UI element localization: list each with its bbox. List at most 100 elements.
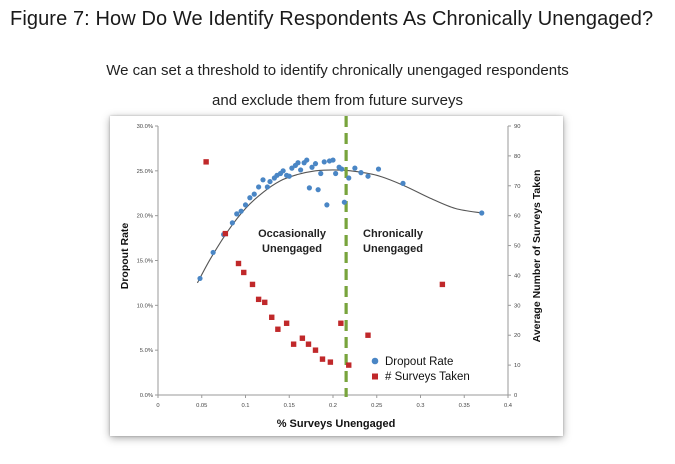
dropout-rate-point: [260, 177, 266, 183]
y-right-tick-label: 80: [514, 154, 520, 160]
dropout-rate-point: [306, 185, 312, 191]
x-tick-label: 0.4: [504, 403, 513, 409]
dropout-rate-point: [321, 159, 327, 165]
y-right-tick-label: 70: [514, 184, 520, 190]
y-left-tick-label: 15.0%: [137, 259, 153, 265]
y-right-tick-label: 10: [514, 363, 520, 369]
dropout-rate-point: [280, 168, 286, 174]
dropout-rate-point: [352, 165, 358, 171]
dropout-rate-point: [365, 173, 371, 179]
y-right-tick-label: 40: [514, 273, 520, 279]
surveys-taken-point: [241, 269, 247, 276]
chart-frame: 0 0.05 0.1 0.15 0.2 0.25 0.3 0.35 0.4 0.0% 5.0% 10.…: [110, 116, 563, 436]
y-left-tick-label: 25.0%: [137, 169, 153, 175]
scatter-chart: 0 0.05 0.1 0.15 0.2 0.25 0.3 0.35 0.4 0.0% 5.0% 10.…: [119, 116, 543, 430]
y-left-tick-label: 5.0%: [140, 348, 153, 354]
dropout-rate-point: [286, 173, 292, 179]
y-right-tick-label: 60: [514, 214, 520, 220]
surveys-taken-point: [269, 314, 275, 320]
surveys-taken-point: [338, 320, 344, 326]
surveys-taken-point: [283, 320, 290, 326]
dropout-rate-point: [210, 249, 216, 256]
surveys-taken-point: [312, 347, 319, 353]
x-tick-label: 0.25: [371, 403, 382, 409]
legend: Dropout Rate # Surveys Taken: [371, 356, 470, 383]
x-tick-label: 0: [156, 403, 159, 409]
figure-subtitle-line2: and exclude them from future surveys: [212, 92, 463, 109]
y-left-tick-label: 20.0%: [137, 214, 153, 220]
dropout-rate-point: [309, 164, 315, 170]
y-left-tick-label: 0.0%: [140, 393, 153, 399]
y-axis-label-left: Dropout Rate: [119, 223, 131, 290]
surveys-taken-point: [255, 296, 262, 303]
x-tick-label: 0.2: [329, 403, 337, 409]
legend-label-dropout: Dropout Rate: [385, 356, 453, 368]
dropout-rate-point: [330, 157, 336, 163]
surveys-taken-point: [249, 281, 256, 288]
surveys-taken-point: [346, 362, 352, 368]
annotation-occasionally-line1: Occasionally: [258, 228, 327, 240]
y-right-tick-label: 90: [514, 124, 520, 130]
dropout-rate-point: [229, 220, 235, 226]
x-axis-label: % Surveys Unengaged: [277, 418, 396, 430]
surveys-taken-point: [262, 299, 268, 306]
dropout-rate-point: [375, 166, 382, 172]
surveys-taken-point: [299, 335, 306, 341]
x-tick-label: 0.3: [416, 403, 424, 409]
dropout-rate-point: [247, 195, 253, 201]
x-tick-label: 0.15: [284, 403, 295, 409]
surveys-taken-point: [305, 341, 312, 347]
annotation-occasionally-line2: Unengaged: [262, 243, 322, 255]
figure-title: Figure 7: How Do We Identify Respondents…: [10, 8, 654, 30]
axes: 0 0.05 0.1 0.15 0.2 0.25 0.3 0.35 0.4 0.0% 5.0% 10.…: [137, 124, 521, 409]
y-left-tick-label: 10.0%: [137, 303, 153, 309]
x-tick-label: 0.35: [459, 403, 470, 409]
surveys-taken-point: [290, 341, 297, 347]
y-right-tick-label: 50: [514, 244, 520, 250]
dropout-rate-point: [298, 167, 304, 173]
dropout-rate-point: [197, 275, 203, 282]
dropout-rate-point: [264, 184, 270, 190]
x-tick-label: 0.1: [241, 403, 249, 409]
y-right-tick-label: 30: [514, 303, 520, 309]
x-tick-label: 0.05: [196, 403, 207, 409]
dropout-rate-point: [324, 202, 330, 208]
dropout-rate-point: [251, 191, 257, 197]
surveys-taken-point: [275, 326, 281, 332]
dropout-rate-point: [289, 165, 295, 171]
legend-label-surveys: # Surveys Taken: [385, 371, 470, 383]
dropout-rate-point: [400, 180, 406, 186]
surveys-taken-point: [327, 359, 334, 365]
dropout-rate-point: [333, 170, 339, 177]
legend-marker-dropout: [371, 357, 379, 365]
dropout-rate-point: [234, 211, 240, 217]
dropout-rate-point: [358, 170, 364, 176]
dropout-rate-point: [312, 161, 319, 167]
annotation-chronically-line1: Chronically: [363, 228, 424, 240]
y-axis-label-right: Average Number of Surveys Taken: [531, 170, 543, 343]
surveys-taken-point: [365, 332, 371, 338]
dropout-rate-point: [267, 178, 273, 185]
dropout-rate-point: [238, 208, 244, 214]
surveys-taken-point: [203, 159, 209, 165]
dropout-rate-point: [256, 184, 262, 190]
dropout-rate-point: [295, 160, 301, 166]
y-right-tick-label: 20: [514, 333, 520, 339]
annotation-chronically-line2: Unengaged: [363, 243, 423, 255]
figure-subtitle-line1: We can set a threshold to identify chron…: [106, 62, 569, 79]
y-left-tick-label: 30.0%: [137, 124, 153, 130]
data-points: [197, 157, 485, 368]
dropout-rate-point: [318, 170, 324, 177]
dropout-rate-point: [339, 166, 345, 172]
dropout-rate-point: [346, 175, 352, 181]
dropout-rate-point: [304, 157, 310, 163]
dropout-rate-point: [315, 187, 321, 193]
surveys-taken-point: [235, 260, 242, 267]
surveys-taken-point: [439, 281, 446, 288]
dropout-rate-point: [242, 202, 249, 208]
legend-marker-surveys: [372, 373, 378, 380]
y-right-tick-label: 0: [514, 393, 517, 399]
dropout-rate-point: [341, 199, 347, 205]
dropout-rate-point: [479, 210, 485, 216]
surveys-taken-point: [319, 356, 326, 362]
